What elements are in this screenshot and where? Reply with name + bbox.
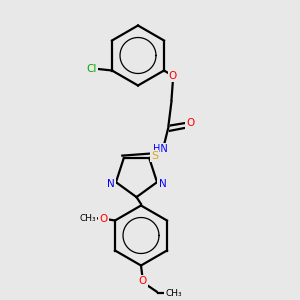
Text: O: O bbox=[186, 118, 194, 128]
Text: methoxy: methoxy bbox=[89, 218, 96, 219]
Text: O: O bbox=[138, 276, 147, 286]
Text: CH₃: CH₃ bbox=[165, 289, 182, 298]
Text: Cl: Cl bbox=[86, 64, 97, 74]
Text: O: O bbox=[169, 71, 177, 81]
Text: HN: HN bbox=[153, 144, 167, 154]
Text: N: N bbox=[159, 179, 166, 189]
Text: O: O bbox=[100, 214, 108, 224]
Text: N: N bbox=[107, 179, 114, 189]
Text: CH₃: CH₃ bbox=[79, 214, 96, 223]
Text: S: S bbox=[151, 151, 158, 160]
